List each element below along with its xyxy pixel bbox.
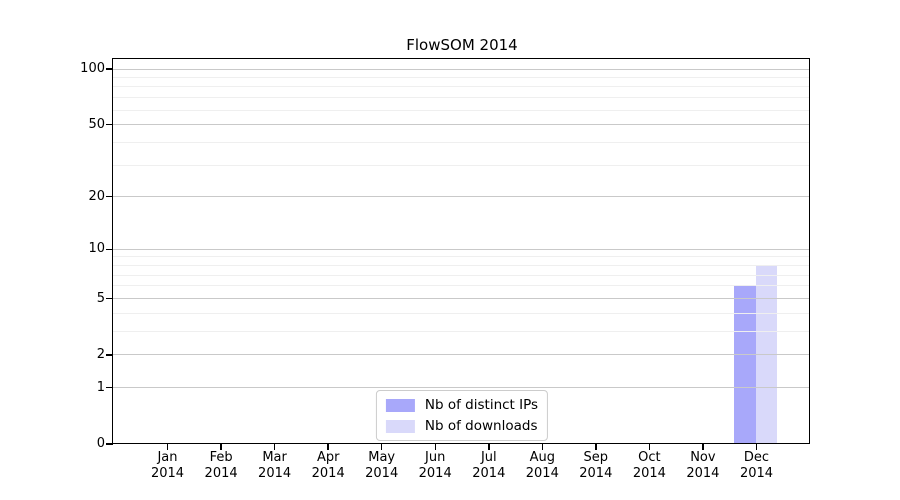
y-tick-label: 20 xyxy=(88,188,105,204)
legend-label-downloads: Nb of downloads xyxy=(424,418,538,434)
legend-label-distinct-ips: Nb of distinct IPs xyxy=(424,397,539,413)
x-tick-month: Oct xyxy=(638,450,661,465)
y-tick-label: 50 xyxy=(88,116,105,132)
x-tick-month: Sep xyxy=(583,450,609,465)
x-tick xyxy=(702,444,704,450)
y-tick xyxy=(106,123,113,126)
x-tick-label: Feb 2014 xyxy=(189,450,253,482)
x-tick-month: Apr xyxy=(316,450,340,465)
x-tick-month: Dec xyxy=(743,450,770,465)
y-tick xyxy=(106,354,113,356)
x-tick-label: Aug 2014 xyxy=(510,450,574,482)
chart-title: FlowSOM 2014 xyxy=(406,36,518,54)
x-tick-month: Jun xyxy=(425,450,446,465)
x-tick xyxy=(755,444,758,450)
x-tick-month: Mar xyxy=(262,450,287,465)
y-tick xyxy=(106,297,113,300)
x-tick-label: Jan 2014 xyxy=(136,450,200,482)
x-tick-year: 2014 xyxy=(472,466,506,481)
x-tick-year: 2014 xyxy=(418,466,452,481)
x-tick-label: Dec 2014 xyxy=(725,450,789,482)
x-tick-label: Sep 2014 xyxy=(564,450,628,482)
x-tick xyxy=(488,444,490,450)
y-tick xyxy=(106,443,113,445)
x-tick-month: May xyxy=(368,450,396,465)
x-tick-label: Oct 2014 xyxy=(617,450,681,482)
x-tick-year: 2014 xyxy=(632,466,666,481)
legend: Nb of distinct IPs Nb of downloads xyxy=(375,390,549,441)
x-tick-label: Jul 2014 xyxy=(457,450,521,482)
x-tick-label: May 2014 xyxy=(350,450,414,482)
x-tick-year: 2014 xyxy=(579,466,613,481)
x-tick xyxy=(327,444,329,450)
legend-entry-downloads: Nb of downloads xyxy=(385,418,538,434)
x-tick-month: Aug xyxy=(529,450,555,465)
x-tick-year: 2014 xyxy=(525,466,559,481)
x-tick-month: Jan xyxy=(157,450,178,465)
x-tick-year: 2014 xyxy=(739,466,774,481)
x-tick-year: 2014 xyxy=(686,466,720,481)
y-tick xyxy=(106,68,113,70)
y-tick xyxy=(106,248,113,250)
x-tick-label: Mar 2014 xyxy=(243,450,307,482)
x-tick-month: Feb xyxy=(209,450,233,465)
x-tick xyxy=(595,444,597,450)
x-tick xyxy=(380,444,383,450)
x-tick xyxy=(648,444,651,450)
legend-swatch-downloads xyxy=(385,419,415,433)
y-tick xyxy=(106,386,113,389)
legend-swatch-distinct-ips xyxy=(385,398,415,412)
x-tick xyxy=(273,444,276,450)
x-tick-year: 2014 xyxy=(150,466,185,481)
plot-area xyxy=(112,58,811,445)
x-tick-year: 2014 xyxy=(204,466,238,481)
x-tick xyxy=(541,444,544,450)
x-tick-label: Nov 2014 xyxy=(671,450,735,482)
x-tick xyxy=(434,444,436,450)
y-tick xyxy=(106,195,113,198)
y-tick-label: 2 xyxy=(96,346,105,362)
x-tick-month: Jul xyxy=(480,450,497,465)
x-tick-month: Nov xyxy=(690,450,716,465)
x-tick-label: Apr 2014 xyxy=(296,450,360,482)
y-tick-label: 1 xyxy=(96,379,105,395)
x-tick-year: 2014 xyxy=(365,466,399,481)
legend-entry-distinct-ips: Nb of distinct IPs xyxy=(385,397,539,413)
bar-downloads xyxy=(755,264,778,444)
y-tick-label: 5 xyxy=(96,290,105,306)
y-tick-label: 100 xyxy=(80,61,105,77)
x-tick xyxy=(220,444,222,450)
x-tick-year: 2014 xyxy=(258,466,292,481)
x-tick-label: Jun 2014 xyxy=(403,450,467,482)
bars-layer xyxy=(113,59,809,444)
x-tick xyxy=(166,444,169,450)
bar-distinct-ips xyxy=(734,285,756,444)
y-tick-label: 10 xyxy=(88,241,105,257)
y-tick-label: 0 xyxy=(96,436,105,451)
x-tick-year: 2014 xyxy=(311,466,345,481)
